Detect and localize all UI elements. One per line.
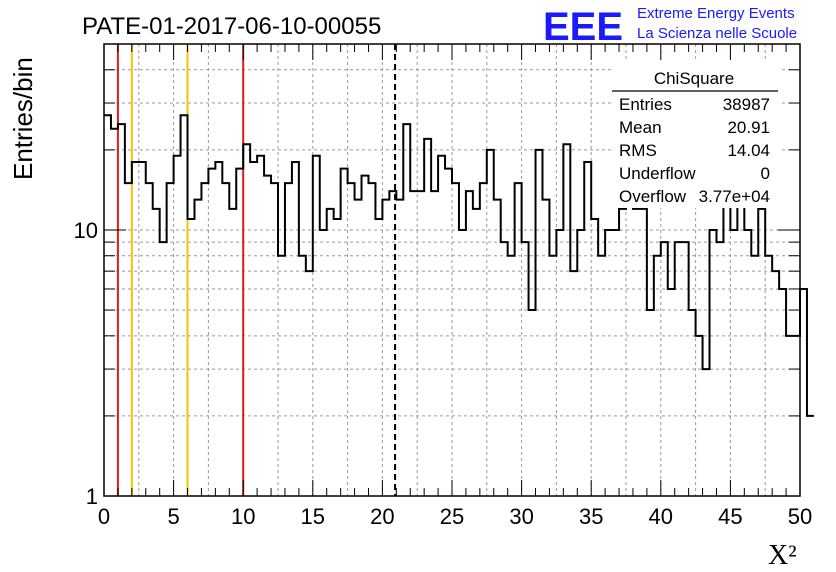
stats-title: ChiSquare [654, 69, 734, 88]
stats-label: RMS [619, 141, 657, 160]
x-tick-label: 0 [98, 504, 110, 529]
stats-value: 20.91 [727, 118, 770, 137]
axes: 0 5 10 15 20 25 30 35 40 45 50 1 10 [74, 43, 812, 529]
stats-label: Entries [619, 95, 672, 114]
x-tick-label: 15 [301, 504, 325, 529]
x-tick-label: 10 [231, 504, 255, 529]
x-tick-label: 30 [509, 504, 533, 529]
x-tick-label: 50 [788, 504, 812, 529]
grid [104, 44, 800, 496]
stats-label: Mean [619, 118, 662, 137]
x-tick-label: 5 [167, 504, 179, 529]
y-axis-label: Entries/bin [8, 57, 38, 180]
x-tick-label: 45 [718, 504, 742, 529]
eee-logo: EEE [543, 5, 623, 49]
x-tick-label: 35 [579, 504, 603, 529]
y-tick-label: 1 [86, 484, 98, 509]
x-tick-label: 25 [440, 504, 464, 529]
stats-value: 3.77e+04 [699, 187, 770, 206]
logo-line-2: La Scienza nelle Scuole [637, 25, 797, 42]
x-axis-label: X² [768, 540, 797, 571]
stats-value: 38987 [723, 95, 770, 114]
y-tick-label: 10 [74, 218, 98, 243]
stats-box: ChiSquare Entries 38987 Mean 20.91 RMS 14.04 U… [612, 62, 780, 208]
x-tick-label: 40 [649, 504, 673, 529]
stats-label: Overflow [619, 187, 687, 206]
vertical-markers [116, 44, 397, 496]
chart-title: PATE-01-2017-06-10-00055 [82, 13, 381, 40]
stats-label: Underflow [619, 164, 696, 183]
histogram-series [104, 114, 814, 417]
stats-value: 14.04 [727, 141, 770, 160]
stats-value: 0 [761, 164, 770, 183]
x-tick-label: 20 [370, 504, 394, 529]
logo-line-1: Extreme Energy Events [637, 5, 795, 22]
